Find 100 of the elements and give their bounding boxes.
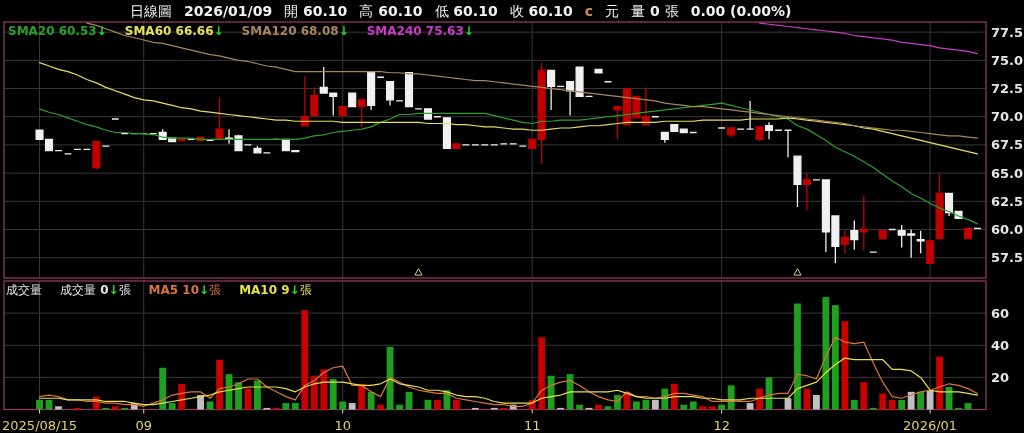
bar bbox=[718, 404, 726, 410]
bar bbox=[168, 403, 176, 410]
bar bbox=[329, 378, 337, 410]
bar bbox=[813, 395, 820, 410]
bar bbox=[339, 401, 347, 410]
candlestick bbox=[727, 127, 736, 138]
candlestick bbox=[300, 75, 309, 127]
bar bbox=[964, 403, 972, 410]
candlestick bbox=[850, 219, 859, 251]
candlestick bbox=[859, 195, 868, 251]
y-tick-label: 60 bbox=[991, 305, 1010, 321]
candlestick bbox=[916, 229, 925, 254]
y-tick-label: 57.5 bbox=[991, 250, 1024, 266]
y-tick-label: 20 bbox=[991, 369, 1010, 385]
bar bbox=[310, 375, 318, 410]
candlestick bbox=[310, 86, 319, 117]
candlestick bbox=[537, 61, 546, 165]
text: 日線圖 bbox=[130, 3, 172, 19]
bar bbox=[301, 309, 309, 410]
x-tick-label: 2026/01 bbox=[903, 417, 958, 433]
candlestick bbox=[963, 227, 973, 240]
text: 開 60.10 bbox=[284, 3, 348, 19]
bar bbox=[860, 382, 868, 410]
bar bbox=[632, 401, 640, 410]
y-tick-label: 70.0 bbox=[991, 109, 1024, 125]
bar bbox=[708, 406, 716, 410]
candlestick bbox=[386, 81, 395, 107]
candlestick bbox=[566, 81, 575, 117]
y-tick-label: 75.0 bbox=[991, 52, 1024, 68]
candlestick bbox=[926, 240, 935, 264]
bar bbox=[822, 297, 830, 410]
candlestick bbox=[338, 105, 347, 117]
y-tick-label: 60.0 bbox=[991, 222, 1024, 238]
bar bbox=[254, 380, 261, 410]
bar bbox=[651, 399, 659, 410]
bar bbox=[898, 399, 906, 410]
candlestick bbox=[404, 72, 414, 108]
candlestick bbox=[935, 173, 944, 240]
text: SMA240 75.63↓ bbox=[366, 24, 474, 38]
y-tick-label: 65.0 bbox=[991, 165, 1024, 181]
bar bbox=[282, 403, 290, 410]
line-series bbox=[38, 62, 979, 155]
bar bbox=[547, 375, 555, 410]
y-tick-label: 67.5 bbox=[991, 137, 1024, 153]
y-tick-label: 77.5 bbox=[991, 24, 1024, 40]
bar bbox=[36, 399, 43, 410]
y-tick-label: 40 bbox=[991, 337, 1010, 353]
line-series bbox=[38, 336, 979, 407]
bar bbox=[831, 305, 839, 410]
text: SMA60 66.66↓ bbox=[124, 24, 224, 38]
bar bbox=[689, 401, 697, 410]
candlestick bbox=[348, 92, 357, 108]
bar bbox=[604, 406, 612, 410]
candlestick bbox=[423, 108, 433, 120]
bar bbox=[680, 404, 688, 410]
text: 2026/01/09 bbox=[184, 3, 273, 19]
bar bbox=[45, 399, 53, 410]
bar bbox=[197, 395, 204, 410]
bar bbox=[756, 388, 763, 410]
candlestick bbox=[755, 126, 764, 143]
bar bbox=[888, 399, 896, 410]
candlestick bbox=[594, 68, 603, 74]
x-tick-label: 09 bbox=[135, 417, 153, 433]
bar bbox=[377, 404, 385, 410]
y-tick-label: 72.5 bbox=[991, 81, 1024, 97]
text: 低 60.10 bbox=[434, 3, 498, 19]
bar bbox=[699, 406, 707, 410]
y-tick-label: 62.5 bbox=[991, 193, 1024, 209]
bar bbox=[206, 401, 214, 410]
bar bbox=[538, 337, 546, 410]
bar bbox=[291, 403, 299, 410]
bar bbox=[841, 321, 849, 410]
x-tick-label: 2025/08/15 bbox=[2, 417, 77, 433]
bar bbox=[936, 356, 943, 410]
x-tick-label: 11 bbox=[523, 417, 541, 433]
candlestick bbox=[357, 99, 366, 128]
text: 高 60.10 bbox=[359, 3, 423, 19]
chart-title: 成交量 bbox=[6, 283, 42, 297]
candlestick bbox=[670, 123, 679, 133]
bar bbox=[850, 399, 858, 410]
candlestick bbox=[840, 229, 849, 254]
candlestick bbox=[679, 128, 688, 134]
text: 量 0 張 bbox=[631, 3, 679, 19]
candlestick bbox=[92, 140, 101, 171]
bar bbox=[907, 391, 915, 410]
bar bbox=[348, 403, 356, 410]
bar bbox=[642, 399, 650, 410]
candlestick bbox=[442, 117, 451, 149]
bar bbox=[111, 406, 119, 410]
bar bbox=[358, 383, 366, 410]
bar bbox=[794, 303, 801, 410]
series-label: SMA120 68.08↓ bbox=[241, 24, 349, 38]
candlestick bbox=[452, 143, 461, 149]
text: c bbox=[584, 3, 594, 19]
bar bbox=[434, 399, 441, 410]
bar bbox=[424, 399, 432, 410]
candlestick bbox=[253, 145, 262, 154]
bar bbox=[926, 390, 934, 410]
text: MA10 9↓張 bbox=[239, 283, 312, 297]
bar bbox=[879, 393, 887, 410]
